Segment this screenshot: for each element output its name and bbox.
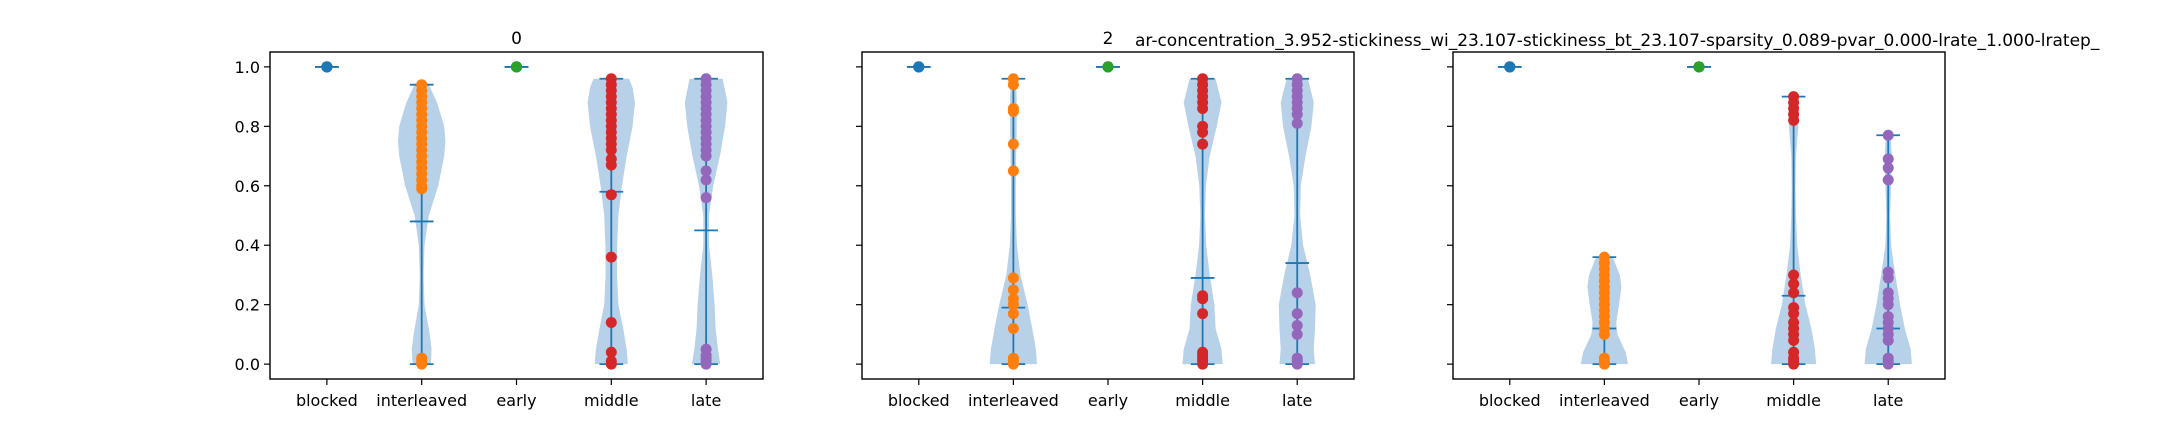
- point-late: [1291, 319, 1303, 331]
- xtick-label: early: [496, 391, 536, 410]
- chart-panel-2: blocked interleaved early middle late: [1447, 51, 1946, 410]
- point-late: [700, 165, 712, 177]
- point-interleaved: [1007, 293, 1019, 305]
- point-early: [511, 61, 522, 73]
- point-middle: [1788, 91, 1800, 103]
- point-middle: [1197, 290, 1209, 302]
- point-middle: [1788, 346, 1800, 358]
- point-blocked: [913, 61, 925, 73]
- point-late: [1291, 308, 1303, 320]
- point-late: [1291, 287, 1303, 299]
- point-middle: [1788, 278, 1800, 290]
- point-late: [1882, 287, 1894, 299]
- point-middle: [605, 355, 617, 367]
- point-interleaved: [416, 352, 428, 364]
- point-late: [1291, 328, 1303, 340]
- point-middle: [1197, 346, 1209, 358]
- ytick-label: 0.2: [235, 296, 260, 315]
- xtick-label: late: [691, 391, 721, 410]
- point-interleaved: [1007, 272, 1019, 284]
- point-interleaved: [1007, 102, 1019, 114]
- point-late: [1882, 174, 1894, 186]
- ytick-label: 1.0: [235, 58, 260, 77]
- xtick-label: interleaved: [376, 391, 467, 410]
- point-late: [1291, 352, 1303, 364]
- point-interleaved: [1007, 73, 1019, 85]
- point-middle: [605, 153, 617, 165]
- xtick-label: middle: [1175, 391, 1230, 410]
- point-late: [1882, 352, 1894, 364]
- point-middle: [1197, 138, 1209, 150]
- xtick-label: early: [1679, 391, 1719, 410]
- point-late: [700, 73, 712, 85]
- plot-frame: [269, 51, 764, 380]
- point-middle: [1788, 317, 1800, 329]
- xtick-label: early: [1088, 391, 1128, 410]
- point-middle: [1788, 269, 1800, 281]
- point-middle: [605, 317, 617, 329]
- point-interleaved: [1007, 322, 1019, 334]
- ytick-label: 0.8: [235, 117, 260, 136]
- xtick-label: interleaved: [1559, 391, 1650, 410]
- figure-title: ar-concentration_3.952-stickiness_wi_23.…: [1135, 31, 2100, 51]
- point-early: [1693, 61, 1705, 73]
- point-middle: [605, 346, 617, 358]
- ytick-label: 0.4: [235, 236, 260, 255]
- xtick-label: interleaved: [968, 391, 1059, 410]
- point-middle: [605, 189, 617, 201]
- point-late: [1882, 153, 1894, 165]
- point-blocked: [321, 61, 333, 73]
- point-interleaved: [1598, 251, 1610, 263]
- point-middle: [605, 251, 617, 263]
- ytick-label: 0.6: [235, 177, 260, 196]
- point-late: [700, 192, 712, 204]
- xtick-label: blocked: [1479, 391, 1541, 410]
- panel-title: 0: [511, 29, 522, 49]
- plot-frame: [861, 51, 1355, 380]
- point-late: [1882, 162, 1894, 174]
- point-late: [700, 343, 712, 355]
- xtick-label: blocked: [296, 391, 358, 410]
- point-late: [1882, 311, 1894, 323]
- point-interleaved: [1598, 352, 1610, 364]
- point-interleaved: [1007, 165, 1019, 177]
- panels: 0 0.0 0.2 0.4 0.6 0.8 1.0 blocked interleaved ear…: [235, 29, 1946, 410]
- chart-panel-0: 0 0.0 0.2 0.4 0.6 0.8 1.0 blocked interleaved ear…: [235, 29, 764, 410]
- panel-title: 2: [1103, 29, 1114, 49]
- ytick-label: 0.0: [235, 355, 260, 374]
- chart-panel-1: 2 blocked interleaved early middle late: [856, 29, 1355, 410]
- point-early: [1102, 61, 1114, 73]
- point-middle: [1788, 287, 1800, 299]
- xtick-label: middle: [584, 391, 639, 410]
- point-blocked: [1504, 61, 1516, 73]
- point-interleaved: [1007, 284, 1019, 296]
- xtick-label: blocked: [888, 391, 950, 410]
- xtick-label: late: [1873, 391, 1903, 410]
- point-middle: [1788, 302, 1800, 314]
- point-interleaved: [1007, 138, 1019, 150]
- xtick-label: late: [1282, 391, 1312, 410]
- point-middle: [1197, 308, 1209, 320]
- point-interleaved: [416, 79, 428, 91]
- xtick-label: middle: [1766, 391, 1821, 410]
- plot-frame: [1452, 51, 1946, 380]
- point-interleaved: [1007, 308, 1019, 320]
- point-middle: [1197, 120, 1209, 132]
- point-middle: [1197, 73, 1209, 85]
- point-middle: [605, 73, 617, 85]
- point-late: [1291, 117, 1303, 129]
- point-late: [700, 174, 712, 186]
- point-interleaved: [1007, 352, 1019, 364]
- point-late: [1882, 266, 1894, 278]
- point-late: [1882, 129, 1894, 141]
- point-late: [1291, 73, 1303, 85]
